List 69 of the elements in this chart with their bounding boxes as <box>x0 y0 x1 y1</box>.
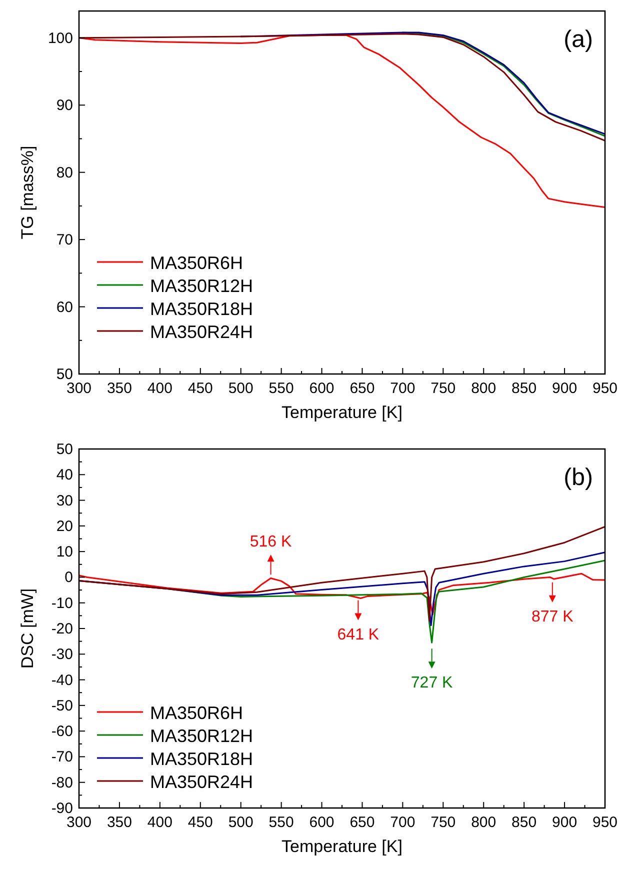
x-tick-label: 850 <box>512 380 537 397</box>
y-tick-label: 10 <box>56 544 73 561</box>
y-tick-label: 70 <box>56 232 73 249</box>
x-tick-label: 950 <box>592 814 618 831</box>
x-tick-label: 800 <box>471 814 496 831</box>
x-axis-title: Temperature [K] <box>282 837 402 856</box>
line-series <box>79 526 605 622</box>
y-tick-label: 60 <box>56 298 73 316</box>
legend-label: MA350R6H <box>150 703 244 723</box>
x-tick-label: 450 <box>188 814 213 831</box>
y-tick-label: -50 <box>51 697 73 714</box>
y-tick-label: -10 <box>51 594 73 612</box>
x-tick-label: 350 <box>106 814 132 831</box>
x-tick-label: 750 <box>430 814 456 831</box>
x-tick-label: 600 <box>309 380 334 397</box>
annotation: 727 K <box>410 674 454 692</box>
x-tick-label: 550 <box>268 814 294 831</box>
y-tick-label: -60 <box>51 723 73 740</box>
y-tick-label: 40 <box>56 466 73 484</box>
y-tick-label: -80 <box>51 774 73 792</box>
x-tick-label: 600 <box>309 814 334 831</box>
y-axis-title: DSC [mW] <box>18 588 37 669</box>
x-tick-label: 700 <box>390 814 416 831</box>
y-axis-title: TG [mass%] <box>18 146 37 240</box>
x-tick-label: 800 <box>471 380 496 397</box>
y-tick-label: 20 <box>56 518 73 535</box>
x-tick-label: 400 <box>147 380 172 397</box>
legend-label: MA350R24H <box>150 772 254 792</box>
x-tick-label: 550 <box>268 380 294 397</box>
x-tick-label: 650 <box>350 814 375 831</box>
legend-label: MA350R12H <box>150 276 254 296</box>
annotation: 516 K <box>250 534 292 551</box>
x-tick-label: 450 <box>188 380 213 397</box>
legend-label: MA350R18H <box>150 749 254 769</box>
y-tick-label: 80 <box>56 164 73 182</box>
y-tick-label: 90 <box>56 97 73 114</box>
y-tick-label: -30 <box>51 646 73 664</box>
x-tick-label: 300 <box>66 380 92 397</box>
x-axis-title: Temperature [K] <box>282 403 402 422</box>
legend-label: MA350R18H <box>150 299 254 319</box>
y-tick-label: 50 <box>56 441 73 458</box>
y-tick-label: -40 <box>51 672 73 689</box>
x-tick-label: 900 <box>552 380 578 397</box>
legend-label: MA350R6H <box>150 253 244 273</box>
x-tick-label: 500 <box>228 814 254 831</box>
x-tick-label: 300 <box>66 814 92 831</box>
x-tick-label: 950 <box>592 380 618 397</box>
y-tick-label: -90 <box>51 800 73 817</box>
y-tick-label: 0 <box>64 569 73 586</box>
legend-label: MA350R12H <box>150 726 254 746</box>
text: (b) <box>564 464 593 491</box>
x-tick-label: 750 <box>430 380 456 397</box>
text: (a) <box>564 26 593 53</box>
x-tick-label: 350 <box>106 380 132 397</box>
legend-label: MA350R24H <box>150 322 254 342</box>
y-tick-label: -70 <box>51 748 73 766</box>
x-tick-label: 850 <box>512 814 537 831</box>
x-tick-label: 500 <box>228 380 254 397</box>
x-tick-label: 400 <box>147 814 172 831</box>
annotation: 877 K <box>531 608 574 626</box>
y-tick-label: 100 <box>48 30 73 47</box>
x-tick-label: 650 <box>350 380 375 397</box>
y-tick-label: -20 <box>51 620 73 638</box>
y-tick-label: 30 <box>56 492 73 510</box>
x-tick-label: 900 <box>552 814 578 831</box>
line-series <box>240 32 605 135</box>
annotation: 641 K <box>337 626 380 644</box>
y-tick-label: 50 <box>56 366 73 383</box>
x-tick-label: 700 <box>390 380 416 397</box>
